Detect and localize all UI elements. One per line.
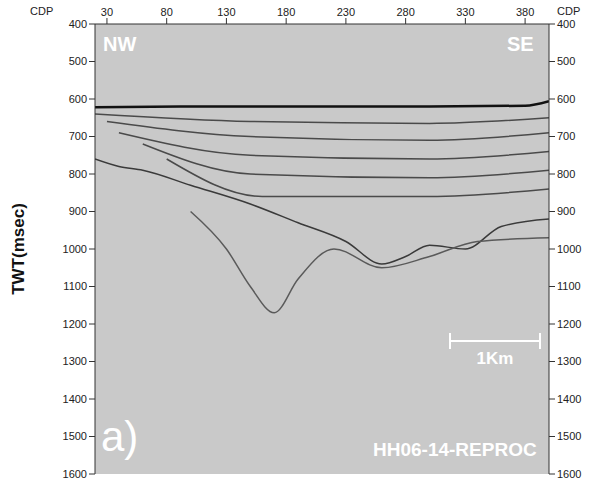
svg-text:600: 600	[69, 93, 87, 105]
svg-text:130: 130	[217, 6, 235, 18]
svg-text:230: 230	[337, 6, 355, 18]
svg-text:280: 280	[396, 6, 414, 18]
html-text:a): a)	[101, 413, 139, 460]
svg-text:1300: 1300	[63, 355, 87, 367]
svg-text:1500: 1500	[557, 430, 581, 442]
svg-text:400: 400	[557, 18, 575, 30]
svg-text:500: 500	[69, 55, 87, 67]
svg-text:1300: 1300	[557, 355, 581, 367]
svg-text:80: 80	[161, 6, 173, 18]
svg-text:1000: 1000	[557, 243, 581, 255]
svg-text:900: 900	[557, 205, 575, 217]
svg-text:800: 800	[69, 168, 87, 180]
html-text:NW: NW	[103, 33, 137, 55]
svg-text:TWT(msec): TWT(msec)	[9, 203, 28, 295]
svg-text:30: 30	[101, 6, 113, 18]
svg-text:1200: 1200	[557, 318, 581, 330]
html-text:HH06-14-REPROC: HH06-14-REPROC	[373, 439, 537, 460]
html-text:SE: SE	[507, 33, 534, 55]
svg-text:1600: 1600	[63, 468, 87, 479]
html-text:1Km: 1Km	[476, 349, 514, 368]
html-text:CDP: CDP	[30, 5, 54, 17]
svg-text:700: 700	[557, 130, 575, 142]
html-text:CDP: CDP	[557, 5, 581, 17]
svg-text:330: 330	[456, 6, 474, 18]
svg-text:1200: 1200	[63, 318, 87, 330]
svg-text:500: 500	[557, 55, 575, 67]
svg-text:1400: 1400	[63, 393, 87, 405]
svg-text:900: 900	[69, 205, 87, 217]
svg-text:1600: 1600	[557, 468, 581, 479]
svg-text:1000: 1000	[63, 243, 87, 255]
svg-text:1400: 1400	[557, 393, 581, 405]
svg-text:1100: 1100	[557, 280, 581, 292]
svg-text:700: 700	[69, 130, 87, 142]
svg-text:1100: 1100	[63, 280, 87, 292]
svg-text:800: 800	[557, 168, 575, 180]
svg-text:380: 380	[516, 6, 534, 18]
svg-text:400: 400	[69, 18, 87, 30]
svg-text:180: 180	[277, 6, 295, 18]
svg-text:600: 600	[557, 93, 575, 105]
svg-text:1500: 1500	[63, 430, 87, 442]
